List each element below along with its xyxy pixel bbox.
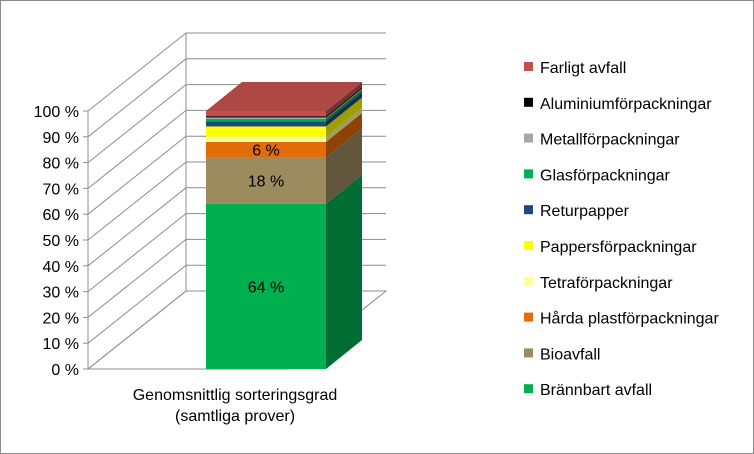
legend-swatch [524, 169, 533, 179]
y-tick-label: 40 % [43, 259, 79, 276]
bar-segment-side [326, 92, 362, 127]
bar-segment-side [326, 112, 362, 158]
y-tick-label: 0 % [51, 362, 79, 379]
legend-swatch [524, 205, 533, 215]
legend-swatch [524, 241, 533, 250]
y-tick-label: 70 % [43, 181, 79, 198]
legend: Farligt avfall Aluminiumförpackningar Meta… [524, 60, 719, 399]
bar-stack [206, 82, 362, 369]
y-tick-label: 10 % [43, 336, 79, 353]
data-labels: 64 % 18 % 6 % [248, 143, 284, 297]
legend-label: Aluminiumförpackningar [540, 96, 712, 113]
y-tick-label: 50 % [43, 233, 79, 250]
data-label: 6 % [252, 143, 280, 160]
legend-swatch [524, 348, 533, 358]
legend-label: Farligt avfall [540, 60, 626, 77]
bar-segment-front [206, 126, 326, 137]
bar-segment-side [326, 87, 362, 118]
bar-segment-side [326, 82, 362, 117]
y-tick-label: 90 % [43, 130, 79, 147]
legend-label: Pappersförpackningar [540, 239, 697, 256]
x-category-label: (samtliga prover) [175, 408, 295, 425]
y-tick-label: 80 % [43, 156, 79, 173]
legend-label: Hårda plastförpackningar [540, 310, 719, 328]
legend-swatch [524, 276, 533, 286]
legend-label: Brännbart avfall [540, 382, 652, 399]
bar-segment-side [326, 88, 362, 119]
x-category-label: Genomsnittlig sorteringsgrad [133, 387, 338, 404]
bar-segment-side [326, 128, 362, 204]
legend-label: Bioavfall [540, 346, 600, 363]
legend-swatch [524, 312, 533, 322]
bar-segment-side [326, 107, 362, 142]
bar-segment-front [206, 203, 326, 369]
bar-segment-front [206, 118, 326, 122]
legend-swatch [524, 97, 533, 107]
y-tick-label: 100 % [34, 104, 79, 121]
bar-segment-front [206, 117, 326, 119]
bar-segment-front [206, 136, 326, 142]
y-tick-label: 30 % [43, 285, 79, 302]
bar-segment-side [326, 174, 362, 369]
gridline [87, 32, 386, 112]
legend-swatch [524, 62, 533, 71]
legend-label: Tetraförpackningar [540, 275, 673, 292]
bar-segment-front [206, 116, 326, 118]
x-axis: Genomsnittlig sorteringsgrad (samtliga pr… [133, 387, 338, 425]
bar-top-face [206, 82, 362, 111]
legend-label: Glasförpackningar [540, 167, 671, 184]
data-label: 64 % [248, 279, 284, 296]
bar-segment-front [206, 121, 326, 127]
bar-segment-side [326, 97, 362, 137]
gridline [87, 58, 386, 138]
legend-swatch [524, 384, 533, 394]
legend-label: Metallförpackningar [540, 132, 680, 149]
bar-segment-front [206, 157, 326, 204]
y-axis: 0 % 10 % 20 % 30 % 40 % 50 % 60 % 70 % 80 % 90 % 1… [34, 104, 88, 379]
bar-segment-side [326, 89, 362, 122]
data-label: 18 % [248, 174, 284, 191]
legend-label: Returpapper [540, 203, 630, 220]
y-tick-label: 60 % [43, 207, 79, 224]
y-tick-label: 20 % [43, 310, 79, 327]
legend-swatch [524, 133, 533, 143]
bar-segment-front [206, 111, 326, 117]
bar-segment-front [206, 141, 326, 158]
